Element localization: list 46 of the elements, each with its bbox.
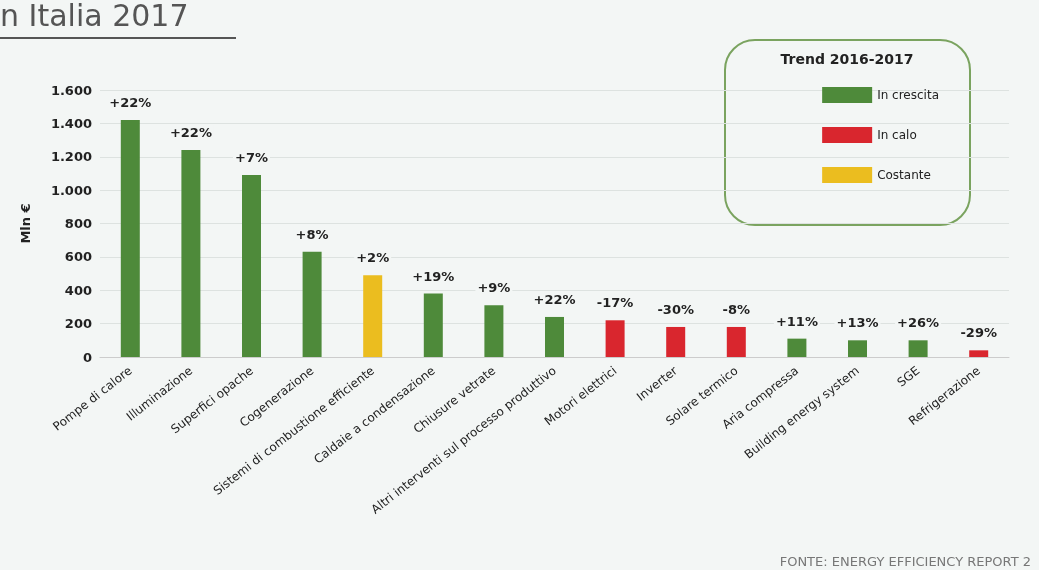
y-tick-label: 0 [82,349,92,365]
bar [181,150,201,357]
annotation: -17% [596,295,634,311]
y-tick-label: 600 [64,249,92,265]
annotation: +11% [775,313,818,329]
legend-label: In calo [877,128,917,142]
legend-title: Trend 2016-2017 [780,51,914,67]
y-tick-label: 1.600 [50,82,92,98]
y-tick-label: 1.400 [50,115,92,131]
annotation: +7% [235,150,268,166]
y-tick-label: 1.000 [50,182,92,198]
bar [666,326,686,357]
annotation: +22% [109,95,152,111]
annotation: +13% [836,315,879,331]
bar [545,316,564,357]
annotation: +22% [533,291,576,307]
y-tick-label: 800 [64,216,92,231]
legend-label: In crescita [877,88,940,102]
annotation: -8% [722,301,751,317]
annotation: +9% [477,280,511,296]
annotation: +22% [169,125,212,141]
bar [787,338,807,357]
bar [363,275,383,357]
annotation: -30% [657,301,694,317]
bar [242,175,261,357]
y-tick-label: 400 [64,282,92,298]
legend-label: Costante [877,168,931,182]
annotation: +2% [356,250,390,266]
bar [484,305,504,357]
chart-title: n Italia 2017 [0,0,189,33]
bar [908,340,928,357]
bar [969,350,989,357]
annotation: -29% [960,325,997,341]
bar [302,251,322,357]
annotation: +26% [897,315,940,331]
y-axis-title: Mln € [18,203,33,244]
source-note: FONTE: ENERGY EFFICIENCY REPORT 2 [779,554,1031,569]
y-tick-label: 1.200 [50,149,92,165]
bar [120,120,140,357]
annotation: +19% [412,268,455,284]
bar [423,293,443,357]
bar [605,320,625,357]
y-tick-label: 200 [64,316,92,332]
bar [848,340,867,357]
annotation: +8% [295,226,329,242]
bar [726,326,746,357]
